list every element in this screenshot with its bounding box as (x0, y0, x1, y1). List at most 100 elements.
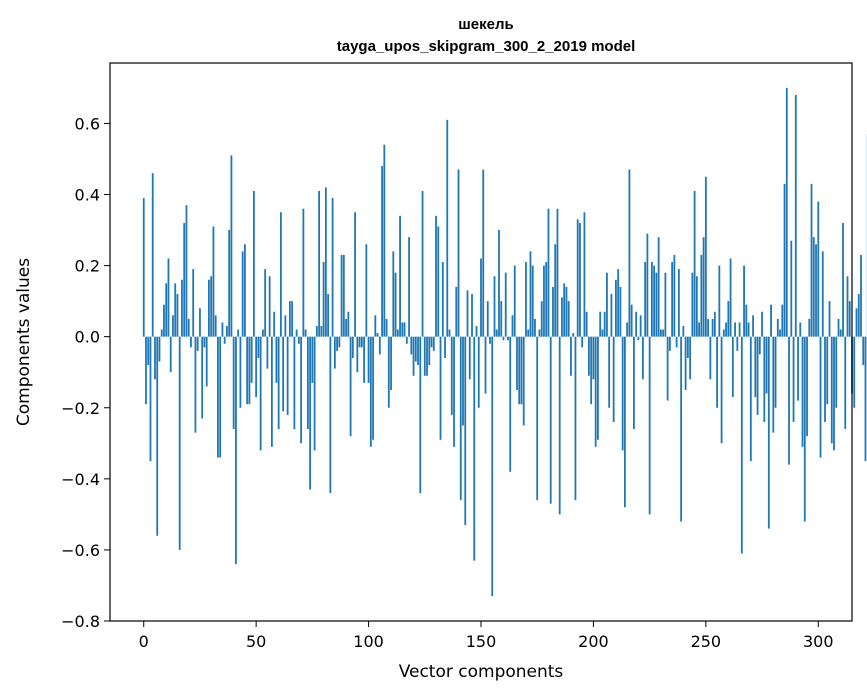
bar-127 (428, 336, 431, 366)
bar-298 (812, 237, 815, 337)
bar-8 (160, 329, 163, 337)
bar-151 (482, 169, 485, 337)
bar-278 (767, 336, 770, 529)
bar-186 (561, 297, 563, 337)
bar-286 (785, 87, 788, 337)
bar-185 (558, 336, 561, 515)
bar-34 (219, 336, 222, 458)
bar-199 (590, 336, 593, 405)
bar-55 (266, 336, 269, 369)
y-tick-label: 0.6 (75, 114, 100, 133)
bar-166 (516, 336, 518, 390)
bar-171 (527, 329, 530, 337)
bar-85 (333, 336, 336, 369)
bar-295 (806, 336, 808, 437)
bar-96 (358, 336, 361, 348)
bar-294 (803, 336, 806, 522)
bar-188 (565, 286, 568, 337)
bar-176 (538, 329, 541, 337)
bar-12 (169, 336, 172, 373)
bar-9 (163, 304, 165, 337)
bar-300 (817, 201, 820, 337)
bar-57 (270, 336, 273, 447)
bar-14 (174, 283, 177, 337)
bar-201 (594, 336, 597, 447)
bar-161 (504, 272, 507, 337)
bar-138 (453, 336, 455, 447)
bar-165 (513, 265, 516, 337)
bar-39 (230, 155, 233, 337)
bar-91 (347, 311, 350, 337)
bar-227 (653, 265, 656, 337)
bar-66 (291, 301, 294, 337)
plot-frame (109, 62, 853, 622)
bar-305 (828, 301, 831, 337)
bar-90 (345, 318, 347, 337)
bar-296 (808, 318, 811, 337)
bar-240 (682, 326, 685, 337)
bar-22 (192, 269, 195, 337)
bar-251 (707, 318, 709, 337)
bar-299 (815, 244, 817, 337)
bar-273 (756, 336, 759, 415)
y-tick-label: 0.2 (75, 257, 100, 276)
bar-126 (426, 336, 428, 376)
bar-297 (810, 183, 813, 337)
bar-259 (725, 322, 727, 337)
bar-262 (731, 336, 734, 398)
bar-69 (297, 336, 300, 344)
y-tick-label: −0.6 (61, 541, 100, 560)
bar-7 (158, 336, 161, 362)
bar-275 (761, 311, 763, 337)
bar-29 (208, 279, 210, 337)
bar-304 (826, 336, 829, 405)
bar-160 (502, 336, 505, 341)
bar-148 (475, 326, 478, 337)
bar-276 (763, 336, 766, 422)
bar-231 (662, 329, 665, 337)
bar-310 (839, 329, 842, 337)
bar-28 (205, 336, 208, 387)
bar-277 (765, 336, 768, 394)
bar-72 (304, 329, 307, 337)
bar-31 (212, 226, 215, 337)
bar-221 (639, 315, 642, 337)
bar-190 (570, 336, 572, 376)
bar-5 (154, 336, 156, 380)
x-tick-label: 200 (578, 632, 609, 651)
bar-3 (149, 336, 152, 462)
bar-93 (351, 336, 354, 358)
bar-242 (686, 336, 689, 358)
bar-177 (540, 301, 543, 337)
bar-140 (457, 169, 460, 337)
bar-272 (754, 336, 757, 398)
bar-306 (830, 336, 833, 444)
bar-147 (473, 336, 476, 561)
bar-24 (196, 336, 199, 351)
bar-241 (684, 336, 687, 390)
bar-238 (677, 269, 680, 337)
bar-311 (842, 222, 844, 337)
bar-316 (853, 336, 856, 408)
bar-307 (833, 336, 835, 451)
bar-233 (666, 336, 669, 401)
bar-202 (597, 336, 599, 440)
bar-92 (349, 336, 352, 437)
bar-309 (837, 318, 840, 337)
bar-141 (459, 336, 462, 501)
bar-274 (758, 336, 761, 355)
bar-73 (306, 336, 309, 430)
bar-15 (176, 294, 179, 337)
bar-284 (781, 304, 784, 337)
bar-48 (250, 336, 253, 383)
bar-267 (743, 265, 745, 337)
bar-82 (327, 294, 329, 337)
bar-63 (284, 315, 287, 337)
bar-37 (226, 326, 228, 337)
bar-143 (464, 336, 467, 526)
x-tick-label: 300 (803, 632, 834, 651)
bar-235 (671, 262, 674, 337)
bar-64 (286, 336, 289, 415)
bar-109 (387, 336, 390, 408)
